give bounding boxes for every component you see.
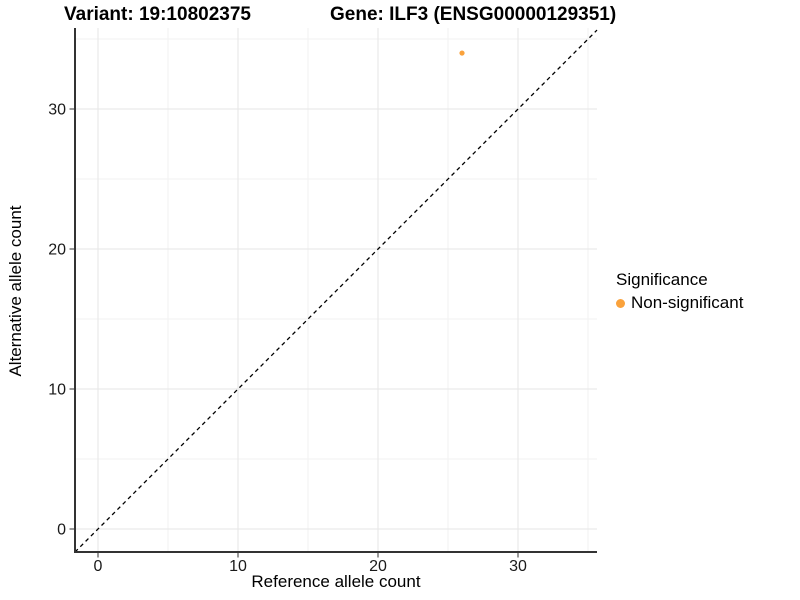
y-tick-label: 10 [48,382,66,399]
y-tick-label: 0 [57,522,66,539]
legend-item-label: Non-significant [631,293,744,312]
x-tick-label: 20 [369,558,387,575]
x-tick-label: 0 [94,558,103,575]
plot-title-variant: Variant: 19:10802375 [64,4,251,25]
legend-point-icon [616,298,625,308]
y-tick-label: 30 [48,102,66,119]
data-point [459,50,465,56]
legend: Significance Non-significant [616,270,743,313]
y-tick-label: 20 [48,242,66,259]
x-tick-label: 30 [509,558,527,575]
legend-title: Significance [616,270,708,289]
x-axis-title: Reference allele count [251,572,421,591]
legend-item: Non-significant [616,293,743,313]
plot-title-gene: Gene: ILF3 (ENSG00000129351) [330,4,617,25]
x-tick-label: 10 [229,558,247,575]
identity-dashed-line [74,29,598,553]
y-axis-title: Alternative allele count [6,205,25,377]
